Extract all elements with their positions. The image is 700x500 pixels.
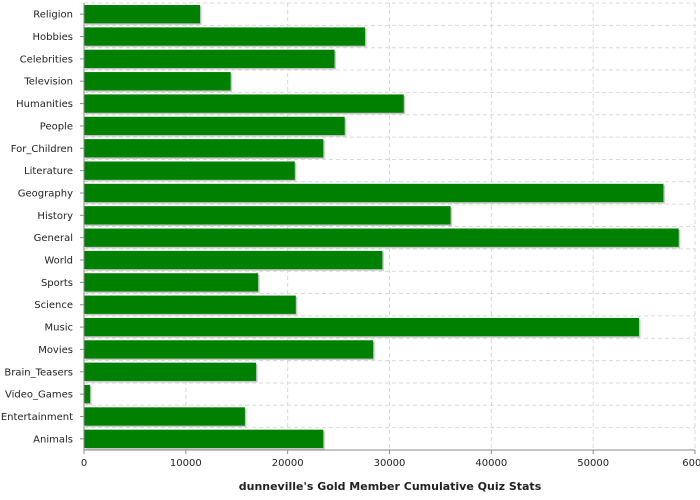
axes (80, 3, 695, 454)
bar-religion (84, 5, 200, 23)
y-tick-label: Video_Games (5, 390, 73, 401)
x-tick-label: 10000 (170, 458, 202, 469)
y-tick-label: People (40, 121, 73, 132)
bar-general (84, 229, 679, 247)
y-tick-label: Science (34, 300, 73, 311)
y-tick-label: General (34, 233, 73, 244)
y-tick-label: Movies (38, 345, 73, 356)
y-tick-label: Animals (33, 434, 73, 445)
y-tick-label: World (44, 256, 73, 267)
y-tick-label: Humanities (16, 99, 73, 110)
bar-humanities (84, 94, 404, 112)
x-tick-label: 50000 (577, 458, 609, 469)
x-tick-label: 6000 (682, 458, 700, 469)
bar-people (84, 117, 345, 135)
y-tick-label: For_Children (11, 144, 73, 155)
bar-sports (84, 273, 258, 291)
y-tick-label: Hobbies (33, 32, 73, 43)
bar-hobbies (84, 27, 365, 45)
x-tick-label: 40000 (475, 458, 507, 469)
y-tick-label: Entertainment (1, 412, 73, 423)
bar-brain-teasers (84, 363, 256, 381)
x-tick-label: 20000 (272, 458, 304, 469)
bar-celebrities (84, 50, 335, 68)
y-tick-label: History (37, 211, 73, 222)
bar-animals (84, 430, 323, 448)
x-tick-label: 30000 (374, 458, 406, 469)
x-axis-title: dunneville's Gold Member Cumulative Quiz… (239, 480, 542, 493)
bar-science (84, 296, 296, 314)
bar-history (84, 206, 451, 224)
y-tick-label: Geography (18, 188, 73, 199)
y-tick-label: Literature (24, 166, 73, 177)
bar-video-games (84, 385, 90, 403)
y-tick-label: Sports (41, 278, 73, 289)
bar-literature (84, 161, 295, 179)
y-tick-label: Television (23, 77, 73, 88)
bar-entertainment (84, 407, 245, 425)
x-tick-label: 0 (81, 458, 87, 469)
grid (84, 3, 695, 450)
y-tick-label: Brain_Teasers (4, 367, 73, 378)
y-tick-label: Music (45, 323, 73, 334)
bar-music (84, 318, 639, 336)
y-tick-label: Celebrities (20, 54, 73, 65)
y-tick-label: Religion (33, 10, 73, 21)
bar-geography (84, 184, 663, 202)
bar-television (84, 72, 231, 90)
bar-for-children (84, 139, 323, 157)
bar-movies (84, 340, 373, 358)
bar-world (84, 251, 382, 269)
